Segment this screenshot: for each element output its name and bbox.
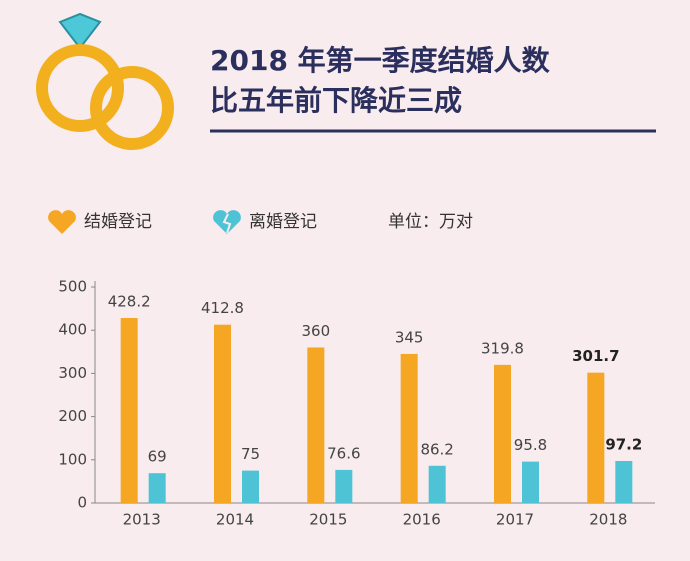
y-tick-label: 500 xyxy=(58,278,87,296)
value-label: 412.8 xyxy=(201,299,244,317)
chart-subtitle: 比五年前下降近三成 xyxy=(210,84,462,117)
y-tick-label: 200 xyxy=(58,407,87,425)
value-label: 97.2 xyxy=(605,436,642,454)
x-tick-label: 2014 xyxy=(216,511,254,529)
bar xyxy=(242,470,259,503)
x-tick-label: 2013 xyxy=(123,511,161,529)
unit-note: 单位：万对 xyxy=(388,212,473,232)
x-tick-label: 2015 xyxy=(309,511,347,529)
bar xyxy=(335,469,353,503)
x-tick-label: 2018 xyxy=(589,511,627,529)
bar xyxy=(307,347,325,503)
value-label: 428.2 xyxy=(108,293,151,311)
legend-swatch xyxy=(48,210,76,234)
legend-label: 结婚登记 xyxy=(84,212,152,232)
value-label: 75 xyxy=(241,445,260,463)
bar xyxy=(428,465,446,503)
bar xyxy=(587,372,605,503)
bar xyxy=(494,364,511,503)
value-label: 95.8 xyxy=(514,436,547,454)
bar xyxy=(214,324,231,503)
y-tick-label: 0 xyxy=(77,494,87,512)
value-label: 76.6 xyxy=(327,444,360,462)
y-tick-label: 100 xyxy=(58,450,87,468)
value-label: 69 xyxy=(148,448,167,466)
x-tick-label: 2016 xyxy=(403,511,441,529)
bar xyxy=(120,318,138,503)
rings-icon xyxy=(36,12,174,150)
value-label: 301.7 xyxy=(572,347,619,365)
bar xyxy=(522,461,539,503)
legend-crack xyxy=(222,213,232,234)
legend: 结婚登记 离婚登记 xyxy=(48,210,317,234)
bar xyxy=(148,473,166,503)
bar xyxy=(400,353,418,503)
value-label: 319.8 xyxy=(481,339,524,357)
bar xyxy=(615,461,633,503)
x-tick-label: 2017 xyxy=(496,511,534,529)
y-tick-label: 400 xyxy=(58,321,87,339)
y-tick-label: 300 xyxy=(58,364,87,382)
value-label: 86.2 xyxy=(420,440,453,458)
value-label: 360 xyxy=(302,322,331,340)
legend-label: 离婚登记 xyxy=(249,212,317,232)
value-label: 345 xyxy=(395,328,424,346)
chart-title: 2018 年第一季度结婚人数 xyxy=(210,44,551,77)
